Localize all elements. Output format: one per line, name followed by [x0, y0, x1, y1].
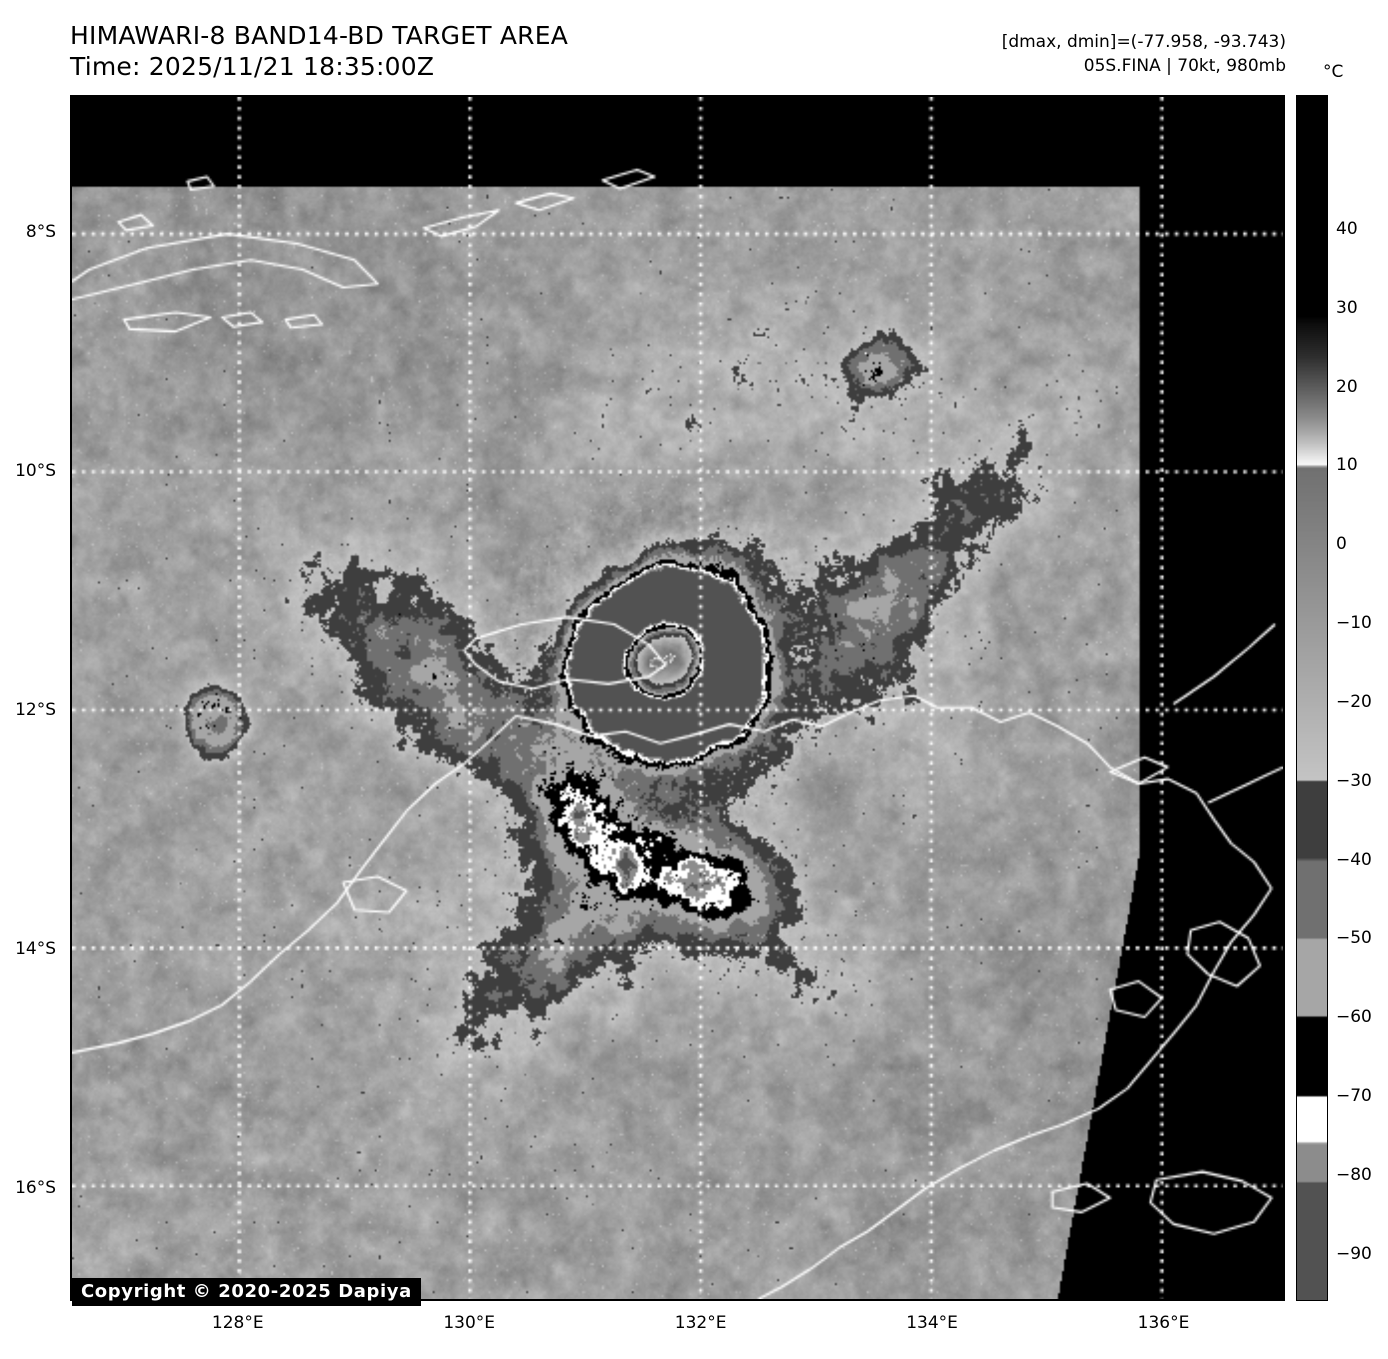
header-title-block: HIMAWARI-8 BAND14-BD TARGET AREA Time: 2…	[70, 20, 568, 82]
colorbar-tick-10: −60	[1336, 1007, 1372, 1028]
dminmax-label: [dmax, dmin]=(-77.958, -93.743)	[1001, 32, 1286, 52]
storm-info-label: 05S.FINA | 70kt, 980mb	[1083, 56, 1286, 76]
y-tick-label-2: 12°S	[15, 699, 56, 720]
colorbar-tick-1: 30	[1336, 297, 1358, 318]
x-tick-label-0: 128°E	[211, 1313, 264, 1333]
colorbar-tick-3: 10	[1336, 455, 1358, 476]
page-title: HIMAWARI-8 BAND14-BD TARGET AREA	[70, 21, 569, 50]
colorbar-tick-13: −90	[1336, 1243, 1372, 1264]
y-tick-label-4: 16°S	[15, 1177, 56, 1198]
colorbar-tick-8: −40	[1336, 849, 1372, 870]
colorbar-tick-4: 0	[1336, 534, 1347, 555]
satellite-image-plot	[70, 95, 1285, 1301]
x-tick-label-1: 130°E	[443, 1313, 496, 1333]
metadata-block: [dmax, dmin]=(-77.958, -93.743) 05S.FINA…	[1002, 30, 1286, 78]
copyright-watermark: Copyright © 2020-2025 Dapiya	[72, 1278, 421, 1306]
colorbar-gradient	[1297, 96, 1327, 1300]
y-tick-label-1: 10°S	[15, 461, 56, 482]
timestamp-label: Time: 2025/11/21 18:35:00Z	[70, 52, 435, 81]
colorbar-tick-6: −20	[1336, 691, 1372, 712]
y-tick-label-3: 14°S	[15, 938, 56, 959]
colorbar-unit-label: °C	[1323, 62, 1344, 82]
colorbar-tick-2: 20	[1336, 376, 1358, 397]
satellite-imagery-canvas	[72, 97, 1283, 1299]
x-tick-label-3: 134°E	[906, 1313, 958, 1333]
x-tick-label-4: 136°E	[1137, 1313, 1190, 1333]
colorbar-tick-7: −30	[1336, 770, 1372, 791]
y-tick-label-0: 8°S	[25, 222, 56, 243]
colorbar-tick-0: 40	[1336, 219, 1358, 239]
colorbar	[1296, 95, 1328, 1301]
colorbar-tick-12: −80	[1336, 1164, 1372, 1185]
colorbar-tick-5: −10	[1336, 613, 1372, 634]
colorbar-tick-9: −50	[1336, 928, 1372, 949]
colorbar-tick-11: −70	[1336, 1086, 1372, 1107]
x-tick-label-2: 132°E	[674, 1313, 727, 1333]
